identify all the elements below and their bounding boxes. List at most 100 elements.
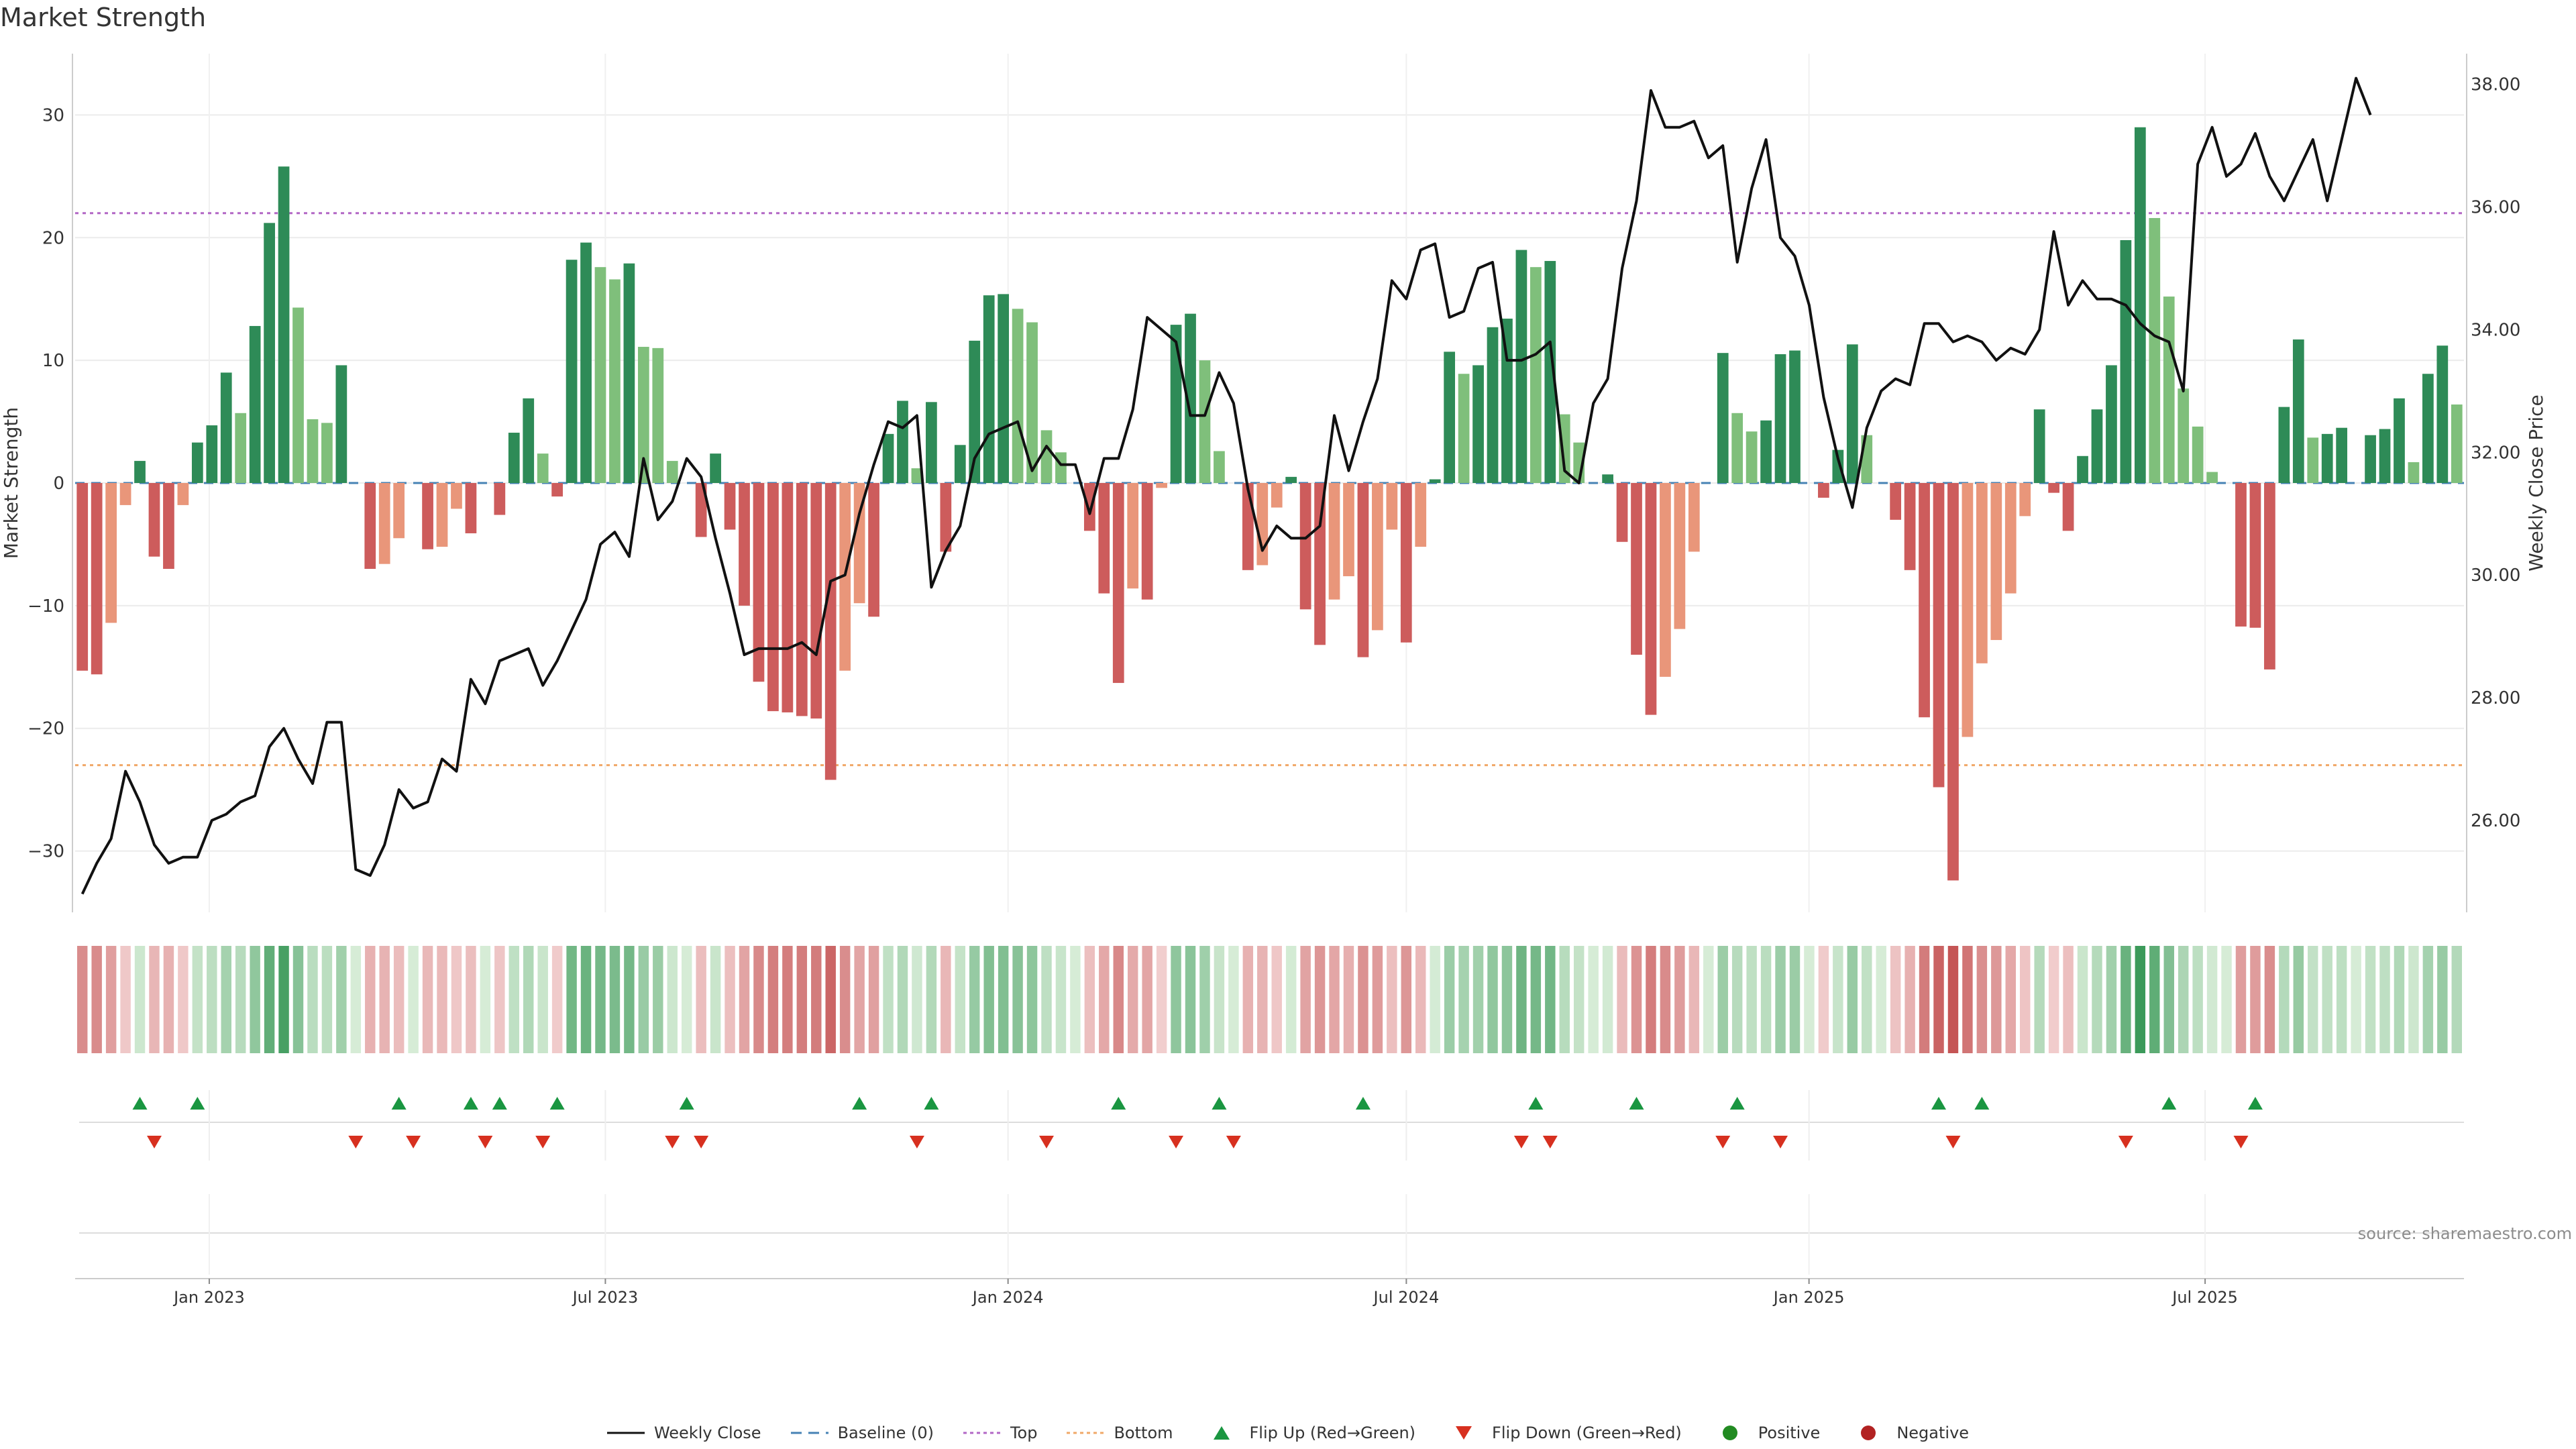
strength-bar-negative — [2048, 483, 2059, 493]
y-tick-label: −30 — [28, 842, 64, 862]
heat-cell — [1876, 946, 1886, 1053]
heat-cell — [825, 946, 836, 1053]
strength-bar-positive — [1832, 449, 1844, 483]
legend-label: Negative — [1896, 1424, 1970, 1442]
strength-bar-positive — [2292, 339, 2304, 483]
legend-label: Flip Up (Red→Green) — [1249, 1424, 1416, 1442]
strength-bar-negative — [2019, 483, 2031, 517]
strength-bar-positive — [2408, 462, 2420, 483]
strength-bar-negative — [1083, 483, 1095, 531]
heat-cell — [1171, 946, 1181, 1053]
heat-cell — [724, 946, 735, 1053]
flip-down-marker — [348, 1136, 364, 1148]
heat-cell — [134, 946, 146, 1053]
heat-cell — [1933, 946, 1944, 1053]
strength-bar-negative — [1112, 483, 1124, 684]
strength-bar-negative — [1314, 483, 1326, 645]
heat-cell — [1142, 946, 1152, 1053]
heat-cell — [839, 946, 851, 1053]
strength-bar-positive — [2451, 404, 2463, 483]
dashed-line-icon — [790, 1425, 828, 1441]
flip-up-marker — [1528, 1097, 1544, 1110]
strength-bar-negative — [2004, 483, 2017, 594]
strength-bar-negative — [2264, 483, 2275, 669]
strength-bar-negative — [739, 483, 750, 606]
heat-cell — [1847, 946, 1858, 1053]
heat-cell — [1660, 946, 1671, 1053]
heat-cell — [1976, 946, 1988, 1053]
heat-cell — [1343, 946, 1354, 1053]
heat-cell — [1257, 946, 1268, 1053]
heat-cell — [2077, 946, 2088, 1053]
heat-cell — [667, 946, 678, 1053]
weekly-close-line-layer — [80, 76, 2372, 895]
reference-lines — [75, 212, 2464, 767]
heat-cell — [624, 946, 635, 1053]
flip-down-marker — [1169, 1136, 1184, 1148]
strength-bar-positive — [710, 453, 721, 483]
heat-cell — [1545, 946, 1556, 1053]
strength-bar-positive — [523, 398, 535, 483]
strength-bar-positive — [2120, 239, 2132, 483]
heat-cell — [105, 946, 117, 1053]
strength-bar-positive — [335, 365, 347, 483]
heat-cell — [782, 946, 793, 1053]
heat-cell — [207, 946, 217, 1053]
heat-cell — [2250, 946, 2261, 1053]
strength-bar-positive — [1846, 344, 1858, 483]
heat-cell — [710, 946, 721, 1053]
strength-bar-positive — [897, 400, 908, 483]
y-tick-label: −20 — [28, 719, 64, 739]
y2-tick-label: 28.00 — [2471, 688, 2520, 708]
strength-bar-positive — [926, 402, 937, 483]
heat-cell — [1041, 946, 1052, 1053]
heat-cell — [307, 946, 318, 1053]
legend-item-baseline: Baseline (0) — [790, 1424, 934, 1442]
strength-bar-positive — [1544, 261, 1556, 483]
strength-bar-negative — [940, 483, 952, 552]
strength-bar-negative — [393, 483, 405, 539]
strength-bar-positive — [2077, 455, 2088, 483]
strength-bar-negative — [163, 483, 174, 569]
strength-bar-negative — [767, 483, 779, 712]
strength-bar-positive — [2321, 433, 2333, 483]
heat-cell — [566, 946, 577, 1053]
strength-bar-negative — [551, 483, 564, 497]
x-tick-label: Jan 2024 — [971, 1288, 1044, 1307]
strength-bar-positive — [2091, 409, 2103, 483]
flip-down-marker — [909, 1136, 924, 1148]
heat-cell — [739, 946, 750, 1053]
strength-bar-positive — [249, 325, 261, 483]
strength-bar-negative — [1976, 483, 1988, 663]
heat-cell — [926, 946, 937, 1053]
strength-bar-positive — [1529, 267, 1542, 483]
heat-cell — [2451, 946, 2462, 1053]
dotted-line-icon — [963, 1425, 1001, 1441]
heat-cell — [2063, 946, 2074, 1053]
x-tick-label: Jan 2025 — [1772, 1288, 1845, 1307]
strength-bar-negative — [1688, 483, 1700, 552]
heat-cell — [1602, 946, 1613, 1053]
strength-bar-negative — [436, 483, 448, 547]
heat-cell — [1458, 946, 1469, 1053]
strength-bar-negative — [1271, 483, 1283, 508]
heat-cell — [365, 946, 376, 1053]
heat-cell — [1631, 946, 1642, 1053]
heat-cell — [681, 946, 692, 1053]
strength-bar-positive — [954, 445, 966, 483]
strength-bar-positive — [566, 260, 578, 483]
flip-up-marker — [2247, 1097, 2263, 1110]
heat-cell — [1156, 946, 1167, 1053]
heat-cell — [609, 946, 621, 1053]
strength-bar-negative — [1400, 483, 1412, 643]
strength-bar-positive — [2149, 218, 2161, 483]
heat-cell — [422, 946, 433, 1053]
heat-cell — [1717, 946, 1728, 1053]
flip-down-marker — [665, 1136, 680, 1148]
heat-cell — [408, 946, 419, 1053]
heat-cell — [1904, 946, 1915, 1053]
flip-down-marker — [478, 1136, 493, 1148]
y2-axis-label: Weekly Close Price — [2525, 394, 2547, 571]
heat-cell — [1530, 946, 1542, 1053]
strength-bar-positive — [1760, 420, 1772, 483]
